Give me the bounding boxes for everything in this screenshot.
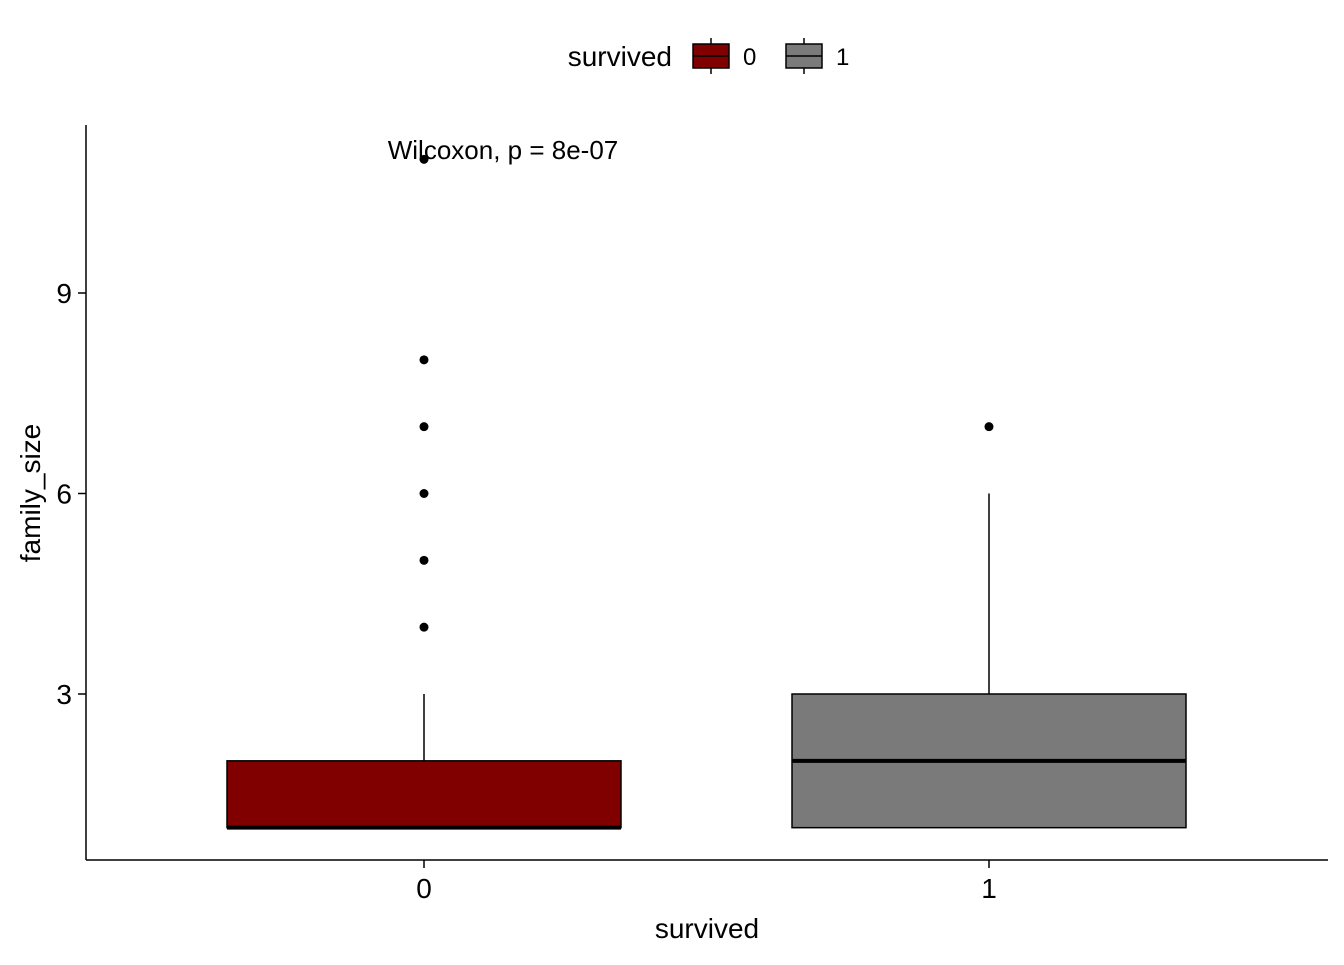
y-axis-label: family_size <box>15 424 46 562</box>
stat-annotation: Wilcoxon, p = 8e-07 <box>388 135 619 165</box>
x-tick-label: 0 <box>416 873 432 904</box>
legend-label: 1 <box>836 44 849 71</box>
box-0 <box>226 154 622 830</box>
box-1 <box>791 422 1187 829</box>
y-tick-label: 3 <box>56 679 72 710</box>
legend-entry-0: 0 <box>692 38 756 74</box>
outlier-point <box>984 422 994 432</box>
legend-title: survived <box>568 41 672 72</box>
outlier-point <box>419 154 429 164</box>
plot-area <box>226 154 1187 830</box>
x-tick-label: 1 <box>981 873 997 904</box>
outlier-point <box>419 622 429 632</box>
outlier-point <box>419 422 429 432</box>
y-tick-label: 6 <box>56 479 72 510</box>
legend: survived 0 1 <box>568 38 849 74</box>
x-axis-label: survived <box>655 913 759 944</box>
legend-label: 0 <box>743 44 756 71</box>
box-body <box>226 760 622 829</box>
y-tick-label: 9 <box>56 278 72 309</box>
legend-entry-1: 1 <box>785 38 849 74</box>
outlier-point <box>419 355 429 365</box>
outlier-point <box>419 555 429 565</box>
outlier-point <box>419 489 429 498</box>
